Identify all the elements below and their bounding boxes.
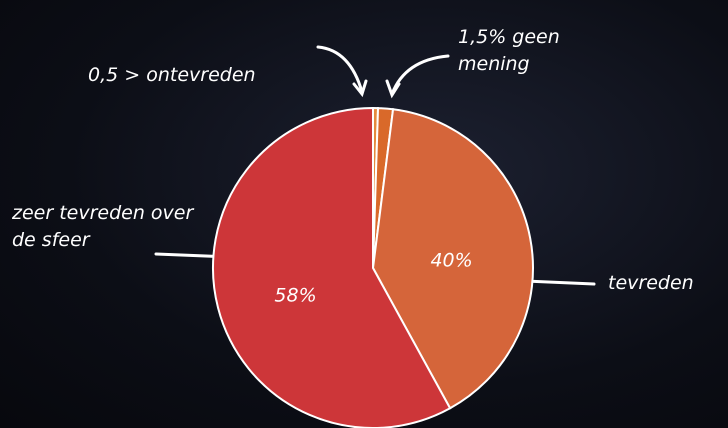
value-label: 40% (430, 250, 472, 272)
slice-label: 0,5 > ontevreden (88, 62, 256, 89)
slice-label: zeer tevreden over de sfeer (12, 200, 202, 254)
arrow (392, 56, 448, 94)
slice-label: tevreden (608, 270, 694, 297)
page: 40% 58% 0,5 > ontevreden 1,5% geen mening… (0, 0, 728, 428)
value-label: 58% (274, 284, 316, 306)
slice-label: 1,5% geen mening (458, 24, 578, 78)
pie (213, 108, 533, 428)
